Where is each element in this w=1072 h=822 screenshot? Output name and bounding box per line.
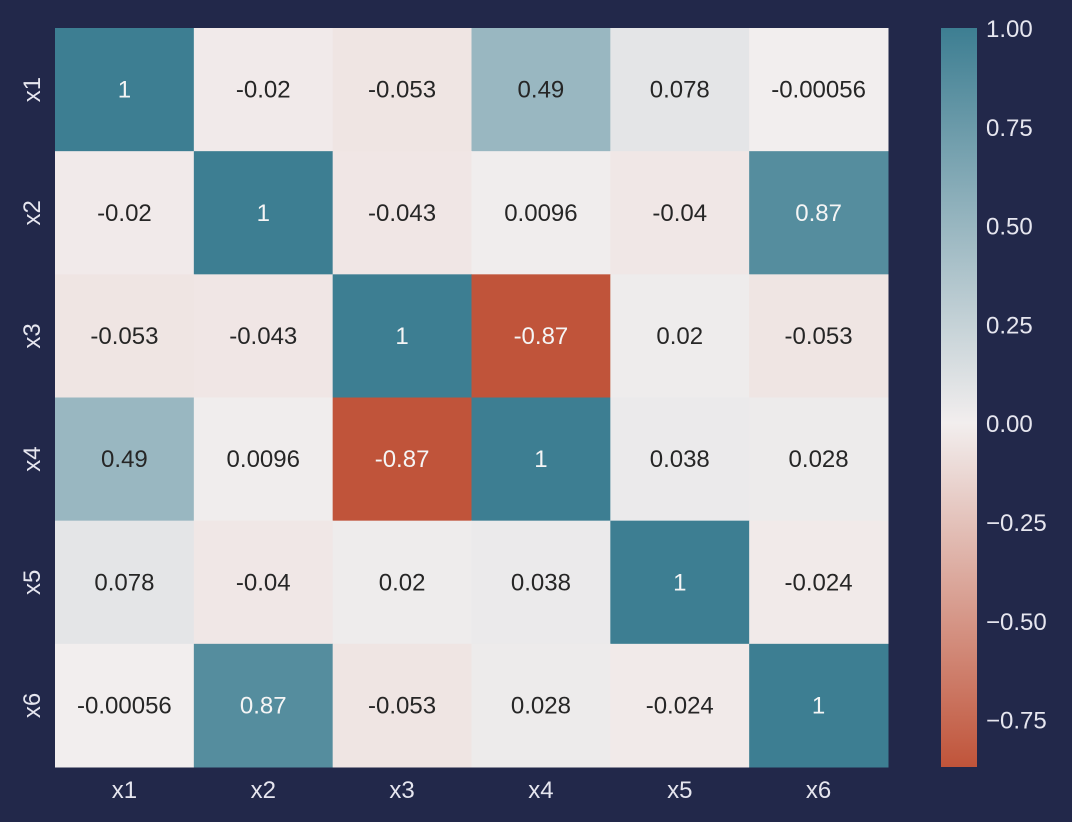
cell-label-x5-x6: -0.024: [785, 569, 853, 596]
cell-label-x4-x2: 0.0096: [227, 446, 300, 473]
cell-label-x6-x4: 0.028: [511, 692, 571, 719]
cell-label-x6-x6: 1: [812, 692, 825, 719]
heatmap-cell-x5-x1: [55, 520, 195, 645]
x-tick-label-x2: x2: [251, 777, 276, 804]
y-tick-label-x4: x4: [19, 446, 46, 471]
x-tick-label-x3: x3: [389, 777, 414, 804]
cell-label-x2-x6: 0.87: [795, 200, 842, 227]
cell-label-x6-x1: -0.00056: [77, 692, 172, 719]
heatmap-cell-x5-x4: [471, 520, 611, 645]
heatmap-cell-x5-x3: [332, 520, 472, 645]
cell-label-x1-x4: 0.49: [518, 77, 565, 104]
cell-label-x6-x3: -0.053: [368, 692, 436, 719]
colorbar-tick-label: −0.25: [986, 510, 1047, 537]
heatmap-cell-x4-x6: [749, 397, 889, 522]
heatmap-cell-x2-x1: [55, 151, 195, 275]
heatmap-cell-x6-x5: [610, 643, 750, 768]
cell-label-x3-x1: -0.053: [90, 323, 158, 350]
colorbar-tick-label: −0.75: [986, 708, 1047, 735]
cell-label-x4-x6: 0.028: [789, 446, 849, 473]
heatmap-cell-x3-x1: [55, 274, 195, 398]
heatmap-cell-x4-x5: [610, 397, 750, 522]
cell-label-x1-x6: -0.00056: [771, 77, 866, 104]
heatmap-cell-x1-x5: [610, 28, 750, 152]
y-tick-label-x2: x2: [19, 200, 46, 225]
heatmap-cell-x4-x3: [332, 397, 472, 522]
y-axis: x1 x2 x3 x4 x5 x6: [19, 77, 46, 718]
heatmap-cell-x4-x2: [193, 397, 334, 522]
cell-label-x5-x4: 0.038: [511, 569, 571, 596]
y-tick-label-x5: x5: [19, 570, 46, 595]
heatmap-cell-x3-x3: [332, 274, 472, 398]
heatmap-cell-x5-x6: [749, 520, 889, 645]
cell-label-x3-x5: 0.02: [656, 323, 703, 350]
colorbar-tick-label: 1.00: [986, 16, 1033, 43]
heatmap-cell-x3-x2: [193, 274, 334, 398]
cell-label-x2-x1: -0.02: [97, 200, 152, 227]
heatmap-cell-x1-x3: [332, 28, 472, 152]
heatmap-cell-x3-x4: [471, 274, 611, 398]
heatmap-cell-x6-x6: [749, 643, 889, 768]
heatmap-cell-x1-x4: [471, 28, 611, 152]
cell-label-x1-x2: -0.02: [236, 77, 291, 104]
cell-label-x5-x2: -0.04: [236, 569, 291, 596]
x-tick-label-x1: x1: [112, 777, 137, 804]
heatmap-cell-x6-x4: [471, 643, 611, 768]
cell-label-x2-x4: 0.0096: [504, 200, 577, 227]
cell-label-x4-x3: -0.87: [375, 446, 430, 473]
cell-label-x3-x6: -0.053: [785, 323, 853, 350]
cell-label-x4-x5: 0.038: [650, 446, 710, 473]
y-tick-label-x6: x6: [19, 693, 46, 718]
cell-label-x5-x1: 0.078: [94, 569, 154, 596]
heatmap-cell-x1-x2: [193, 28, 334, 152]
colorbar-tick-label: 0.25: [986, 312, 1033, 339]
x-axis: x1 x2 x3 x4 x5 x6: [112, 777, 832, 804]
x-tick-label-x6: x6: [806, 777, 831, 804]
cell-label-x6-x2: 0.87: [240, 692, 287, 719]
heatmap-cell-labels: 1 -0.02 -0.053 0.49 0.078 -0.00056 -0.02 1 -0.04…: [77, 77, 866, 720]
heatmap-cell-x2-x6: [749, 151, 889, 275]
cell-label-x2-x5: -0.04: [652, 200, 707, 227]
heatmap-cell-x3-x5: [610, 274, 750, 398]
heatmap-cell-x6-x1: [55, 643, 195, 768]
colorbar-tick-label: 0.50: [986, 214, 1033, 241]
heatmap-cell-x3-x6: [749, 274, 889, 398]
heatmap-cell-x1-x1: [55, 28, 195, 152]
heatmap-cell-x6-x3: [332, 643, 472, 768]
cell-label-x2-x3: -0.043: [368, 200, 436, 227]
cell-label-x1-x3: -0.053: [368, 77, 436, 104]
colorbar: 1.00 0.75 0.50 0.25 0.00 −0.25 −0.50 −0.75: [941, 16, 1047, 767]
heatmap-cell-x2-x3: [332, 151, 472, 275]
heatmap-cell-x1-x6: [749, 28, 889, 152]
x-tick-label-x4: x4: [528, 777, 553, 804]
heatmap-cell-x2-x4: [471, 151, 611, 275]
cell-label-x3-x2: -0.043: [229, 323, 297, 350]
heatmap-cell-x4-x1: [55, 397, 195, 522]
heatmap-cell-x6-x2: [193, 643, 334, 768]
y-tick-label-x1: x1: [19, 77, 46, 102]
cell-label-x5-x3: 0.02: [379, 569, 426, 596]
heatmap-cell-x5-x5: [610, 520, 750, 645]
cell-label-x6-x5: -0.024: [646, 692, 714, 719]
heatmap-grid: [55, 28, 889, 768]
x-tick-label-x5: x5: [667, 777, 692, 804]
cell-label-x1-x1: 1: [118, 77, 131, 104]
cell-label-x2-x2: 1: [257, 200, 270, 227]
colorbar-tick-label: 0.75: [986, 115, 1033, 142]
colorbar-tick-label: −0.50: [986, 609, 1047, 636]
y-tick-label-x3: x3: [19, 323, 46, 348]
cell-label-x3-x4: -0.87: [514, 323, 569, 350]
heatmap-cell-x4-x4: [471, 397, 611, 522]
heatmap-cell-x2-x2: [193, 151, 334, 275]
colorbar-gradient: [941, 28, 977, 767]
colorbar-tick-label: 0.00: [986, 411, 1033, 438]
cell-label-x4-x4: 1: [534, 446, 547, 473]
cell-label-x3-x3: 1: [395, 323, 408, 350]
cell-label-x5-x5: 1: [673, 569, 686, 596]
cell-label-x4-x1: 0.49: [101, 446, 148, 473]
cell-label-x1-x5: 0.078: [650, 77, 710, 104]
heatmap-cell-x2-x5: [610, 151, 750, 275]
heatmap-cell-x5-x2: [193, 520, 334, 645]
